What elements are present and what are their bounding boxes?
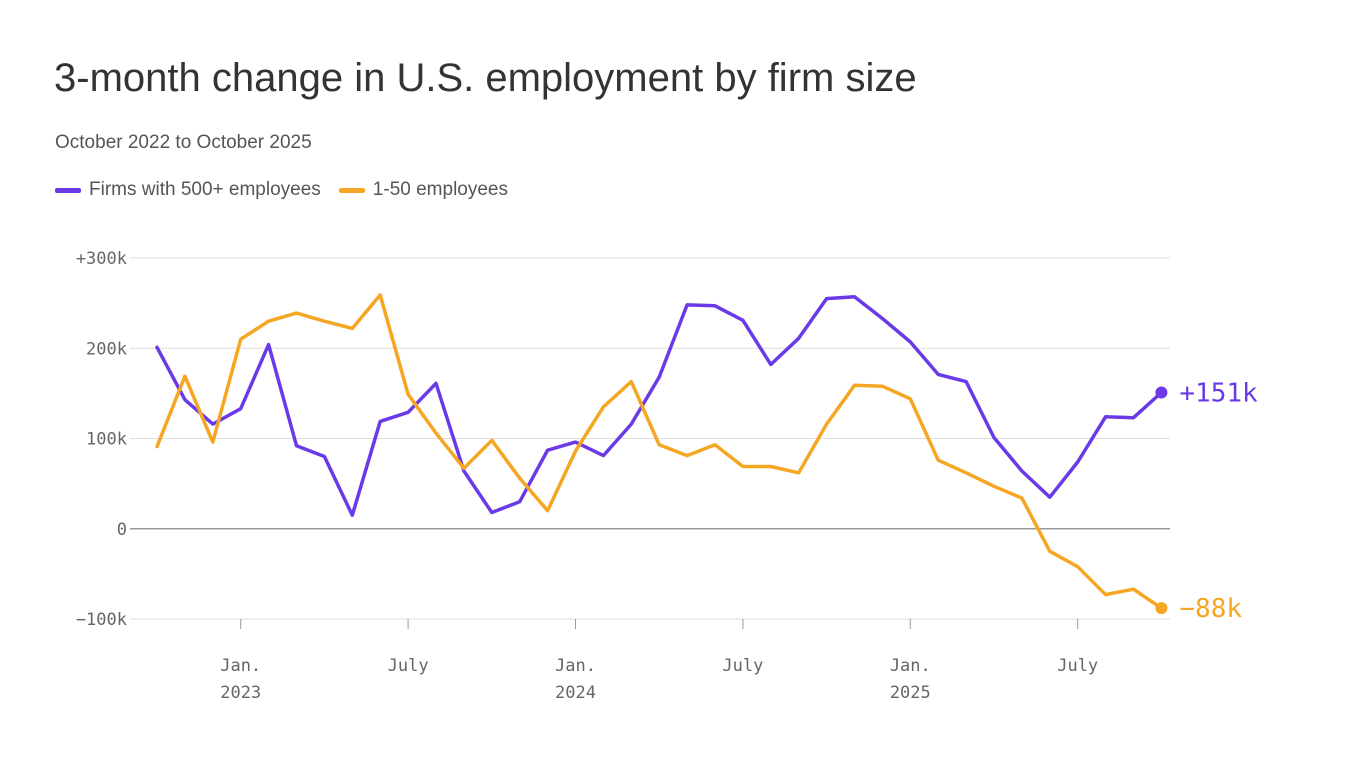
x-tick-year-label: 2025 bbox=[890, 683, 931, 703]
legend-swatch-large-firms bbox=[55, 187, 81, 193]
y-axis: +300k 200k 100k 0 −100k bbox=[76, 249, 127, 630]
legend: Firms with 500+ employees 1-50 employees bbox=[55, 179, 526, 201]
series-line-small-firms bbox=[155, 293, 1164, 610]
legend-item-small-firms: 1-50 employees bbox=[338, 179, 508, 201]
series-line-large-firms bbox=[155, 295, 1164, 517]
x-tick-label: Jan. bbox=[220, 656, 261, 676]
end-labels: +151k −88k bbox=[1155, 378, 1258, 624]
x-tick-label: July bbox=[1057, 656, 1098, 676]
x-tick-label: Jan. bbox=[555, 656, 596, 676]
y-tick-label: −100k bbox=[76, 610, 127, 630]
end-point-large-firms bbox=[1155, 386, 1168, 399]
legend-swatch-small-firms bbox=[338, 187, 365, 193]
y-tick-label: 0 bbox=[117, 520, 127, 540]
legend-item-large-firms: Firms with 500+ employees bbox=[55, 179, 321, 201]
y-tick-label: 100k bbox=[86, 430, 127, 450]
x-tick-year-label: 2023 bbox=[220, 683, 261, 703]
legend-label-small-firms: 1-50 employees bbox=[372, 179, 508, 200]
x-tick-label: July bbox=[722, 656, 763, 676]
end-value-label-small-firms: −88k bbox=[1179, 594, 1242, 624]
x-tick-year-label: 2024 bbox=[555, 683, 596, 703]
end-point-small-firms bbox=[1155, 602, 1168, 615]
legend-label-large-firms: Firms with 500+ employees bbox=[89, 179, 321, 200]
x-axis: Jan. 2023 July Jan. 2024 July Jan. 2025 July bbox=[220, 619, 1098, 703]
y-tick-label: +300k bbox=[76, 249, 127, 269]
y-tick-label: 200k bbox=[86, 339, 127, 359]
chart-title: 3-month change in U.S. employment by fir… bbox=[54, 56, 917, 100]
chart-subtitle: October 2022 to October 2025 bbox=[55, 132, 312, 153]
x-tick-label: July bbox=[388, 656, 429, 676]
series-lines bbox=[155, 293, 1164, 610]
end-value-label-large-firms: +151k bbox=[1179, 378, 1258, 408]
x-tick-label: Jan. bbox=[890, 656, 931, 676]
gridlines bbox=[130, 257, 1170, 620]
